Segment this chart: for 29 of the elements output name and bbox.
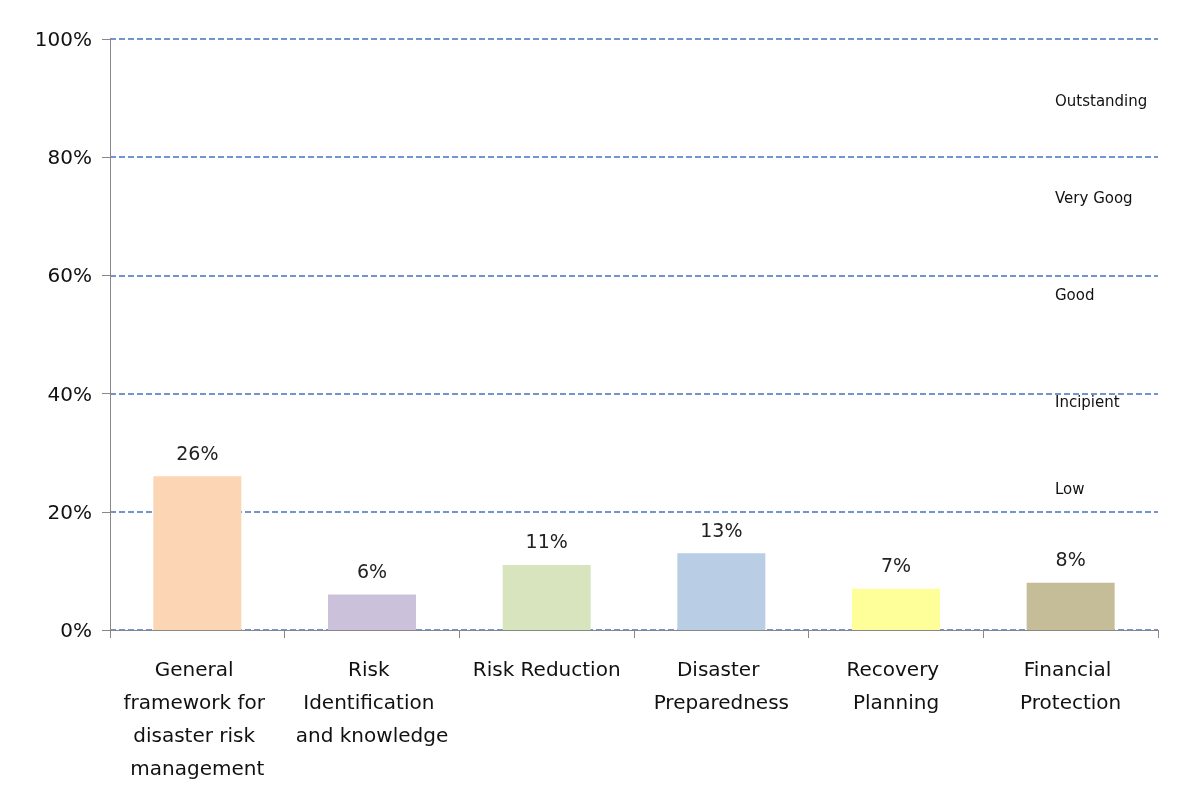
data-label: 13%: [700, 518, 743, 541]
x-tick-label: Recovery Planning: [846, 656, 946, 714]
annotation: Outstanding: [1055, 91, 1148, 110]
annotation: Good: [1055, 285, 1095, 304]
bar: [328, 594, 416, 630]
annotation: Low: [1055, 479, 1085, 498]
data-label: 8%: [1055, 548, 1086, 571]
data-label: 11%: [525, 530, 568, 553]
bar: [677, 553, 766, 630]
bar: [153, 476, 242, 630]
y-tick-label: 40%: [47, 381, 92, 406]
x-tick-label: Risk Identification and knowledge: [295, 656, 449, 747]
y-tick-label: 60%: [47, 263, 92, 288]
y-tick-label: 20%: [47, 499, 92, 524]
x-tick-label: Financial Protection: [1020, 656, 1122, 714]
y-tick-label: 100%: [34, 27, 92, 51]
x-tick-label: Disaster Preparedness: [653, 656, 790, 714]
bar: [852, 588, 940, 630]
x-tick-label: Risk Reduction: [472, 656, 621, 681]
bar: [502, 564, 591, 630]
y-tick-label: 80%: [47, 145, 92, 170]
annotation: Incipient: [1055, 392, 1120, 411]
bar: [1026, 582, 1115, 630]
annotation: Very Goog: [1055, 188, 1133, 207]
x-tick-label: General framework for disaster risk management: [123, 656, 272, 780]
data-label: 26%: [176, 441, 219, 464]
data-label: 7%: [880, 554, 912, 577]
data-label: 6%: [356, 560, 388, 583]
y-tick-label: 0%: [60, 618, 92, 642]
